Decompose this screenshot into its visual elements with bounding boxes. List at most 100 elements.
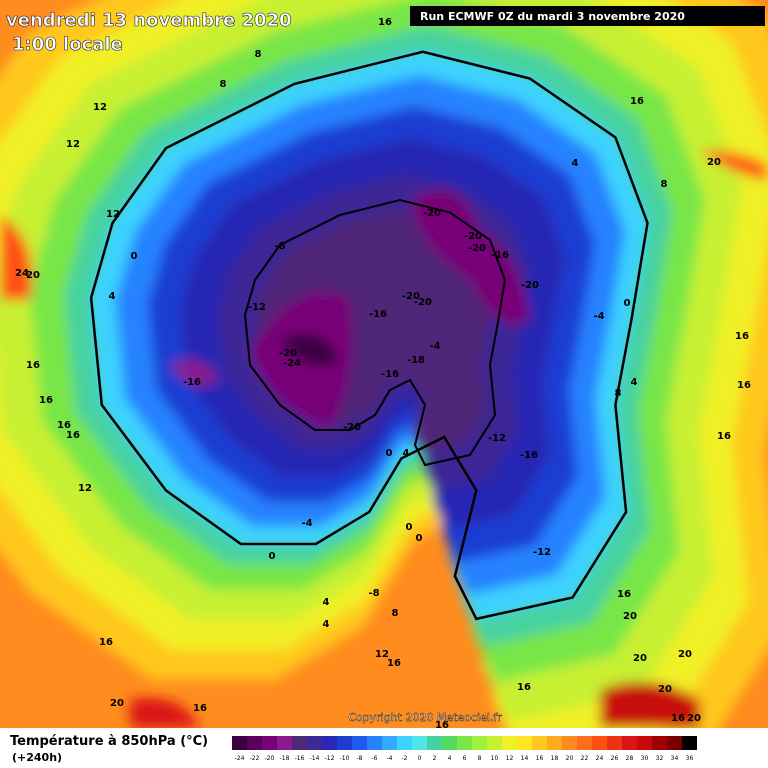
colorbar-label: 2 [433, 755, 437, 762]
colorbar-swatch [442, 736, 457, 750]
colorbar-swatch [322, 736, 337, 750]
minus-twenty-isotherm [243, 198, 507, 467]
colorbar-label: 20 [566, 755, 574, 762]
forecast-date: vendredi 13 novembre 2020 [6, 10, 292, 31]
contour-label: -12 [488, 433, 506, 444]
contour-label: -20 [468, 243, 486, 254]
contour-labels: 1688121212208164-20-20-20-16-20-20-20-16… [15, 17, 751, 731]
lead-time: (+240h) [12, 751, 62, 764]
contour-label: 16 [26, 360, 40, 371]
colorbar-label: 0 [418, 755, 422, 762]
warm-area [0, 215, 32, 300]
contour-label: 12 [375, 649, 389, 660]
contour-label: 16 [193, 703, 207, 714]
contours [89, 50, 649, 621]
contour-label: 4 [109, 291, 116, 302]
contour-label: 0 [131, 251, 138, 262]
contour-label: 0 [386, 448, 393, 459]
colorbar-swatch [667, 736, 682, 750]
contour-label: 16 [387, 658, 401, 669]
contour-label: -12 [248, 302, 266, 313]
colorbar-label: -2 [402, 755, 408, 762]
contour-label: -4 [593, 311, 604, 322]
contour-label: -20 [279, 348, 297, 359]
colorbar-label: 8 [478, 755, 482, 762]
contour-label: 20 [678, 649, 692, 660]
contour-label: -20 [343, 422, 361, 433]
colorbar-swatch [412, 736, 427, 750]
colorbar-swatch [337, 736, 352, 750]
colorbar-label: 10 [491, 755, 499, 762]
copyright: Copyright 2020 Meteociel.fr [348, 711, 502, 724]
contour-label: 8 [392, 608, 399, 619]
contour-label: 0 [624, 298, 631, 309]
colorbar-swatch [607, 736, 622, 750]
colorbar-swatch [577, 736, 592, 750]
contour-label: 16 [435, 720, 449, 731]
colorbar-label: -4 [387, 755, 393, 762]
colorbar-swatch [292, 736, 307, 750]
warm-area [700, 150, 768, 180]
colorbar-swatch [532, 736, 547, 750]
colorbar-swatch [232, 736, 247, 750]
contour-label: 20 [623, 611, 637, 622]
colorbar-swatch [652, 736, 667, 750]
contour-label: -18 [407, 355, 425, 366]
colorbar-label: 18 [551, 755, 559, 762]
contour-label: 16 [57, 420, 71, 431]
colorbar-label: -18 [280, 755, 290, 762]
contour-label: -20 [521, 280, 539, 291]
colorbar-label: 30 [641, 755, 649, 762]
colorbar-label: 14 [521, 755, 529, 762]
colorbar-label: 34 [671, 755, 679, 762]
colorbar-label: 32 [656, 755, 664, 762]
colorbar-swatch [547, 736, 562, 750]
contour-label: 8 [255, 49, 262, 60]
contour-label: -20 [423, 208, 441, 219]
colorbar-label: -8 [357, 755, 363, 762]
colorbar-swatch [352, 736, 367, 750]
cold-core [280, 333, 340, 367]
contour-label: -8 [274, 241, 285, 252]
contour-label: 12 [93, 102, 107, 113]
contour-label: -20 [402, 291, 420, 302]
colorbar-swatch [592, 736, 607, 750]
colorbar-swatch [622, 736, 637, 750]
contour-label: 4 [403, 448, 410, 459]
contour-label: 16 [735, 331, 749, 342]
contour-label: 16 [717, 431, 731, 442]
contour-label: 0 [416, 533, 423, 544]
contour-label: 0 [269, 551, 276, 562]
contour-label: 16 [99, 637, 113, 648]
contour-label: 4 [631, 377, 638, 388]
contour-label: 16 [378, 17, 392, 28]
contour-label: 4 [323, 619, 330, 630]
colorbar-swatch [367, 736, 382, 750]
contour-label: -16 [491, 250, 509, 261]
contour-label: -24 [283, 358, 301, 369]
contour-label: -4 [301, 518, 312, 529]
contour-label: -20 [464, 231, 482, 242]
colorbar-label: -16 [295, 755, 305, 762]
run-box [410, 6, 765, 26]
contour-label: 24 [15, 268, 29, 279]
colorbar-label: -20 [265, 755, 275, 762]
contour-label: 16 [737, 380, 751, 391]
colorbar-label: 22 [581, 755, 589, 762]
contour-label: 4 [323, 597, 330, 608]
colorbar-swatch [487, 736, 502, 750]
contour-label: 16 [517, 682, 531, 693]
colorbar-swatch [262, 736, 277, 750]
cold-core [170, 360, 220, 385]
contour-label: 20 [658, 684, 672, 695]
contour-label: -16 [183, 377, 201, 388]
zero-isotherm [89, 50, 649, 621]
contour-label: 4 [572, 158, 579, 169]
colorbar-label: -6 [372, 755, 378, 762]
colorbar-swatch [277, 736, 292, 750]
contour-label: 16 [630, 96, 644, 107]
colorbar-swatch [247, 736, 262, 750]
colorbar-label: 16 [536, 755, 544, 762]
contour-label: 16 [671, 713, 685, 724]
